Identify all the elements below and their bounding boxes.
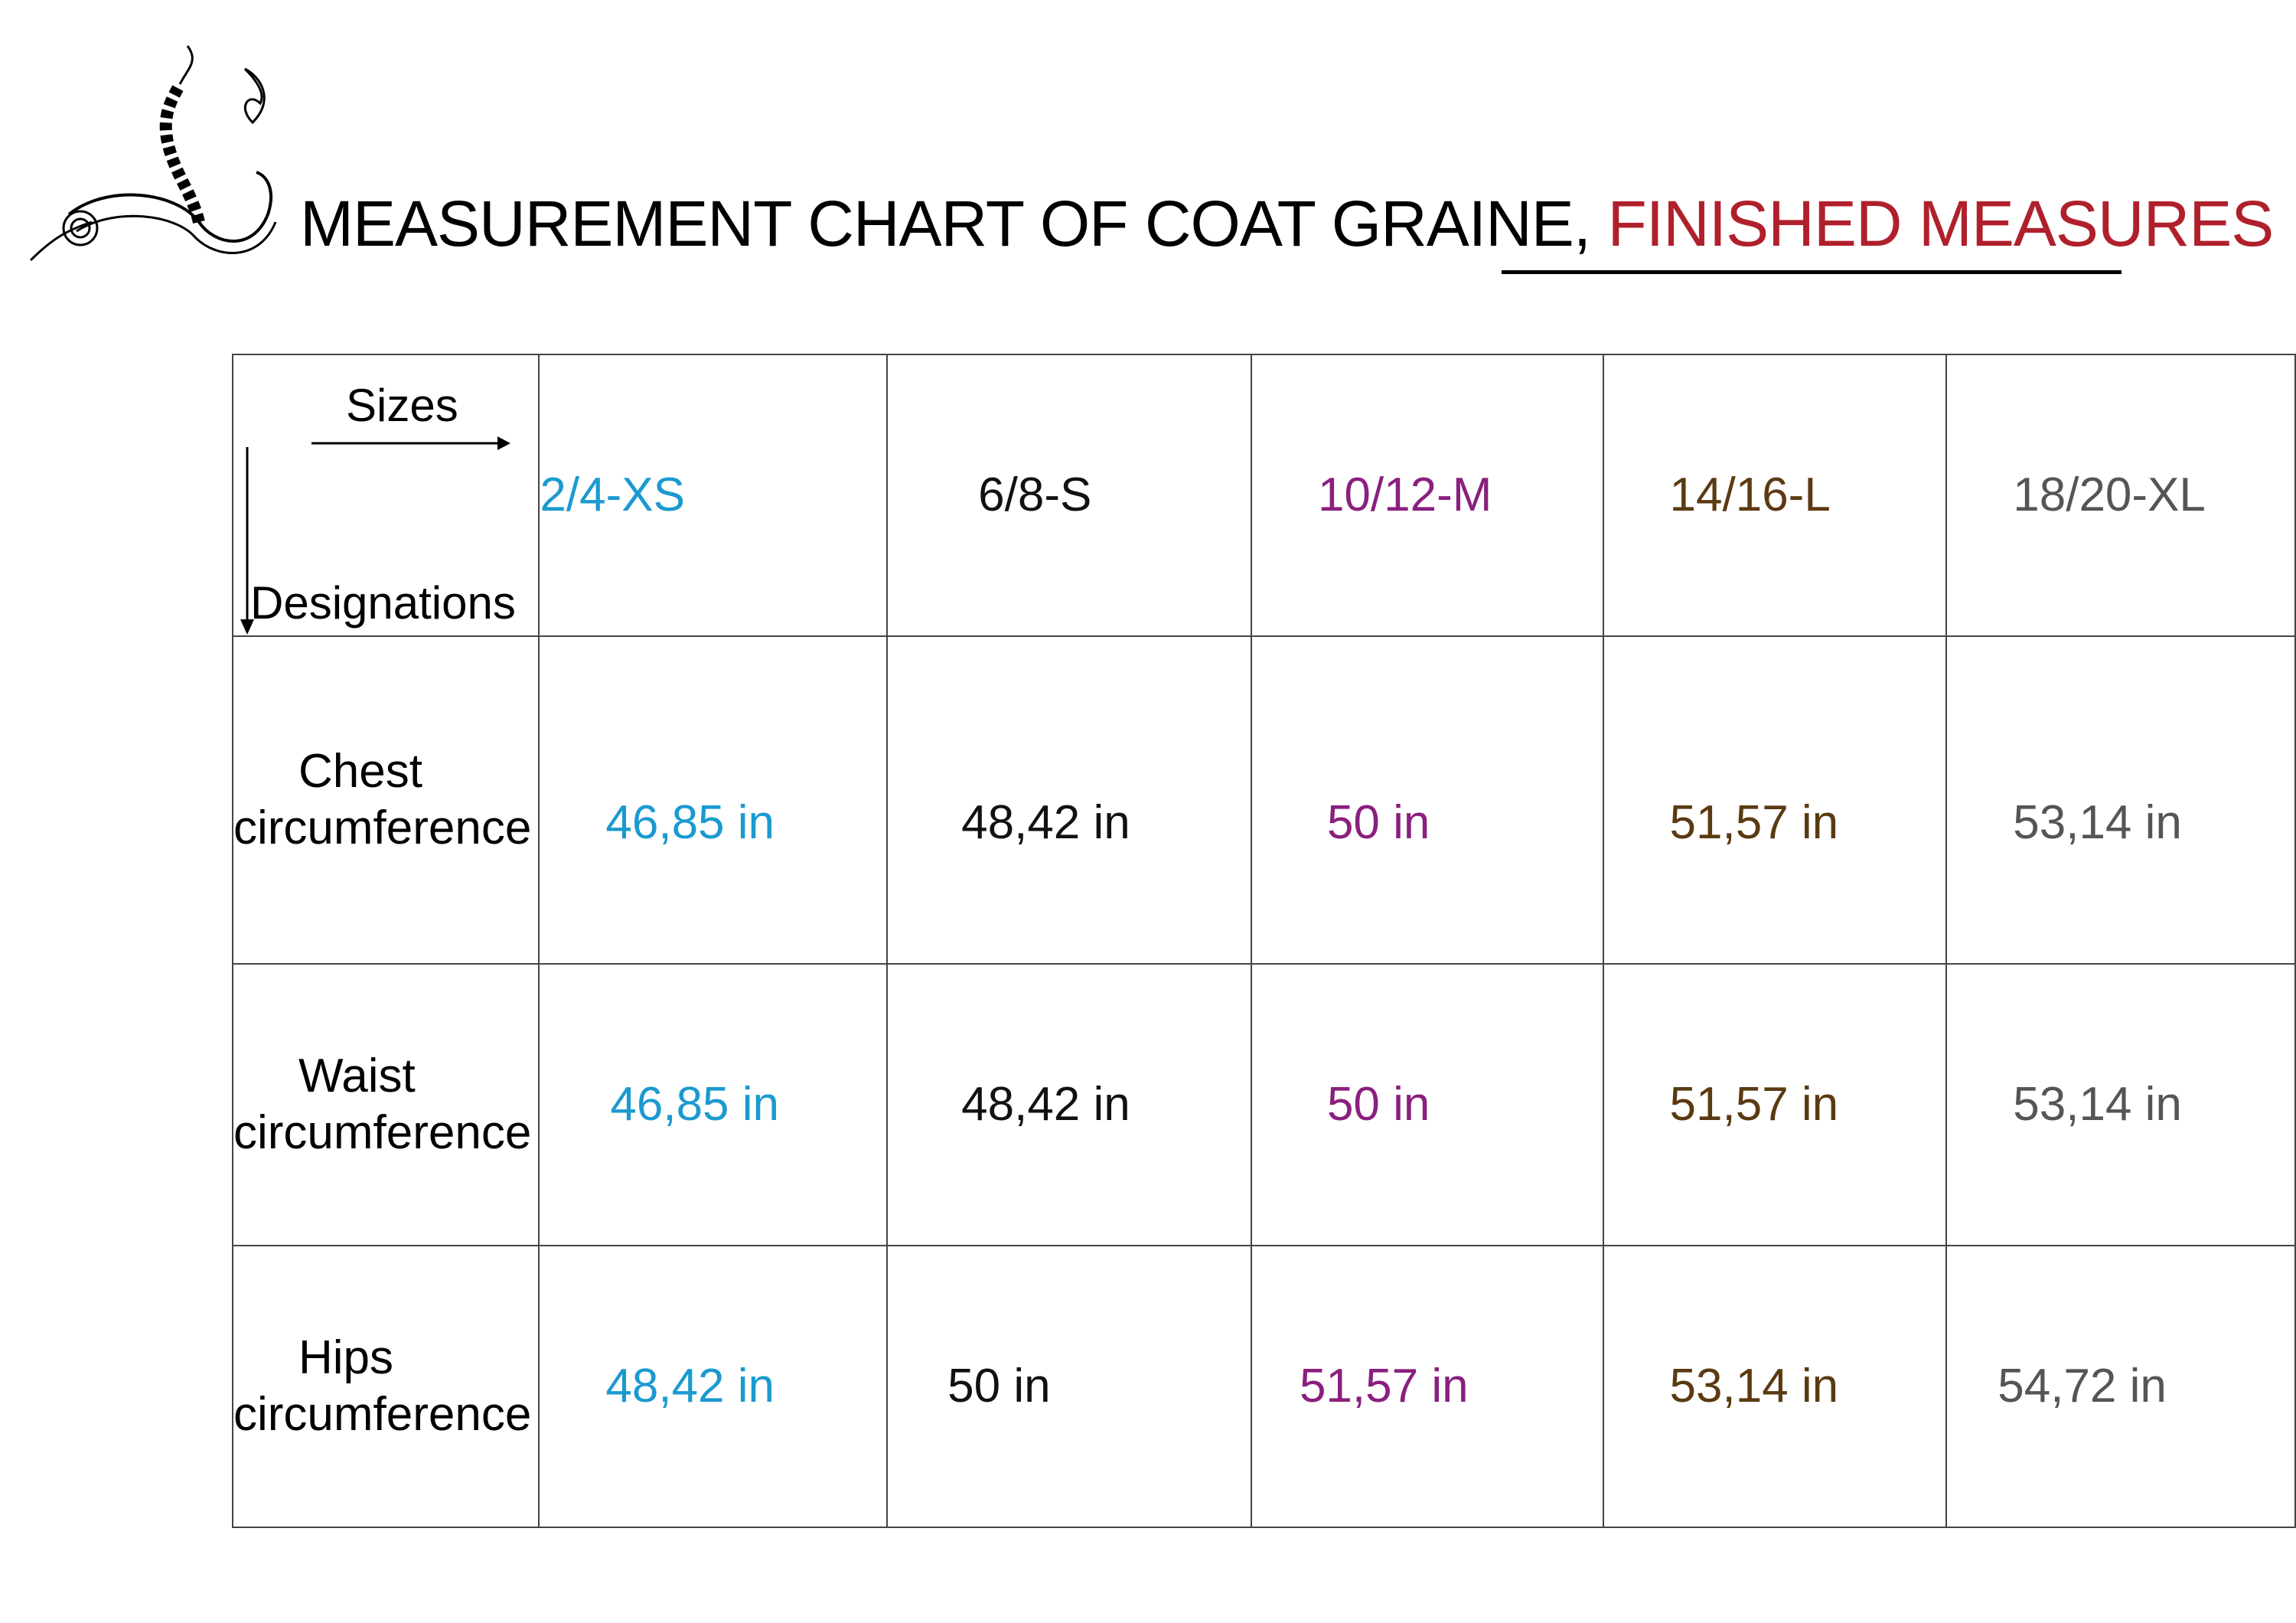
waist-m: 50 in — [1250, 963, 1604, 1246]
size-header-l: 14/16-L — [1602, 354, 1948, 637]
title-underline — [1502, 270, 2122, 274]
row-label-chest: Chest circumference — [231, 635, 540, 965]
table-row-waist: Waist circumference 46,85 in 48,42 in 50… — [231, 963, 2296, 1246]
page-title: MEASUREMENT CHART OF COAT GRAINE, FINISH… — [300, 191, 2274, 256]
waist-xl: 53,14 in — [1945, 963, 2296, 1246]
title-main: MEASUREMENT CHART OF COAT GRAINE, — [300, 188, 1591, 260]
row-label-hips: Hips circumference — [231, 1245, 540, 1528]
chest-s: 48,42 in — [886, 635, 1252, 965]
hips-s: 50 in — [886, 1245, 1252, 1528]
size-header-xs: 2/4-XS — [538, 354, 889, 637]
measurement-table: Sizes Designations 2/4-XS 6/8-S 10/12-M … — [231, 354, 2296, 1528]
size-header-s: 6/8-S — [886, 354, 1252, 637]
title-accent: FINISHED MEASURES — [1607, 188, 2274, 260]
seahorse-logo-icon — [29, 45, 277, 262]
row-label-waist: Waist circumference — [231, 963, 540, 1246]
hips-xs: 48,42 in — [538, 1245, 889, 1528]
designations-label: Designations — [250, 577, 516, 629]
waist-xs: 46,85 in — [538, 963, 889, 1246]
table-row-hips: Hips circumference 48,42 in 50 in 51,57 … — [231, 1245, 2296, 1528]
sizes-label: Sizes — [346, 380, 458, 431]
table-row-chest: Chest circumference 46,85 in 48,42 in 50… — [231, 635, 2296, 965]
axis-arrows-icon — [240, 436, 510, 635]
chest-m: 50 in — [1250, 635, 1604, 965]
hips-l: 53,14 in — [1602, 1245, 1948, 1528]
header-row: Sizes Designations 2/4-XS 6/8-S 10/12-M … — [231, 354, 2296, 637]
size-header-m: 10/12-M — [1250, 354, 1604, 637]
waist-l: 51,57 in — [1602, 963, 1948, 1246]
chest-xs: 46,85 in — [538, 635, 889, 965]
waist-s: 48,42 in — [886, 963, 1252, 1246]
size-header-xl: 18/20-XL — [1945, 354, 2296, 637]
chest-xl: 53,14 in — [1945, 635, 2296, 965]
hips-xl: 54,72 in — [1945, 1245, 2296, 1528]
hips-m: 51,57 in — [1250, 1245, 1604, 1528]
chest-l: 51,57 in — [1602, 635, 1948, 965]
corner-cell: Sizes Designations — [231, 354, 540, 637]
